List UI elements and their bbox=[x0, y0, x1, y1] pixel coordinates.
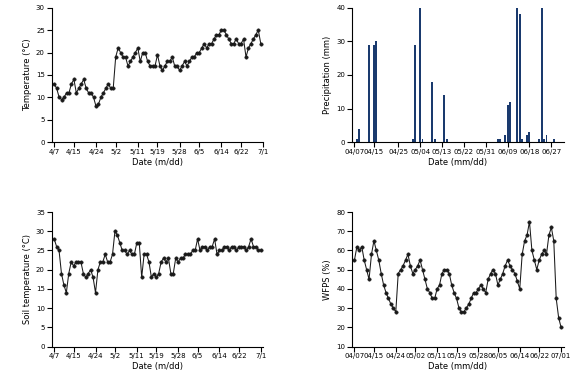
Bar bbox=[412, 139, 414, 142]
Bar bbox=[375, 41, 377, 142]
Y-axis label: Soil temperature (°C): Soil temperature (°C) bbox=[22, 234, 32, 324]
Bar bbox=[521, 139, 523, 142]
Bar bbox=[431, 82, 433, 142]
Bar bbox=[543, 139, 545, 142]
Bar bbox=[373, 45, 375, 142]
Bar bbox=[540, 8, 543, 142]
Bar bbox=[519, 14, 521, 142]
Bar bbox=[356, 139, 358, 142]
Bar bbox=[419, 8, 421, 142]
X-axis label: Date (m/dd): Date (m/dd) bbox=[132, 362, 183, 371]
Bar bbox=[446, 139, 448, 142]
X-axis label: Date (mm/dd): Date (mm/dd) bbox=[428, 362, 488, 371]
Bar bbox=[499, 139, 501, 142]
Bar bbox=[497, 139, 499, 142]
Bar bbox=[507, 105, 508, 142]
Bar bbox=[546, 136, 547, 142]
Bar bbox=[526, 136, 528, 142]
Bar bbox=[368, 45, 370, 142]
Bar bbox=[414, 45, 416, 142]
Bar bbox=[358, 129, 361, 142]
X-axis label: Date (m/dd): Date (m/dd) bbox=[132, 158, 183, 167]
Y-axis label: Precipitation (mm): Precipitation (mm) bbox=[323, 36, 332, 114]
Bar bbox=[528, 132, 531, 142]
Bar bbox=[434, 139, 436, 142]
Bar bbox=[516, 8, 518, 142]
Bar bbox=[509, 102, 511, 142]
Bar bbox=[538, 139, 540, 142]
Bar bbox=[504, 136, 506, 142]
Bar bbox=[443, 95, 446, 142]
Y-axis label: WFPS (%): WFPS (%) bbox=[323, 259, 332, 300]
X-axis label: Date (mm/dd): Date (mm/dd) bbox=[428, 158, 488, 167]
Y-axis label: Temperature (°C): Temperature (°C) bbox=[22, 38, 32, 111]
Bar bbox=[553, 139, 555, 142]
Bar bbox=[421, 139, 424, 142]
